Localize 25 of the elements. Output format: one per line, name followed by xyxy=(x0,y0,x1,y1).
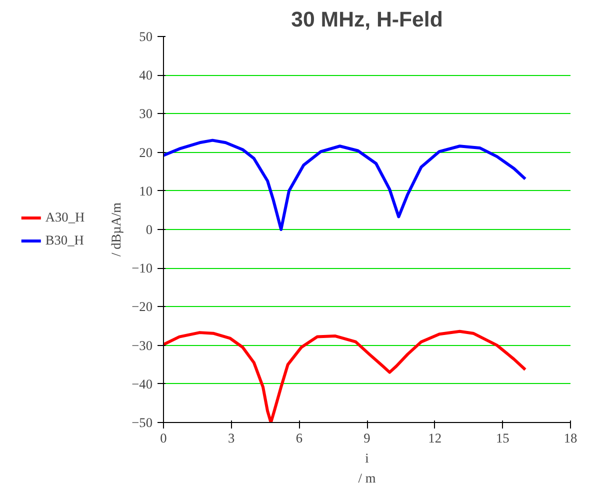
x-tick-label: 18 xyxy=(564,430,578,446)
y-tick-label: 0 xyxy=(146,222,153,237)
y-tick-label: −30 xyxy=(132,338,153,353)
text: i / m xyxy=(358,450,376,486)
y-tick-label: −50 xyxy=(132,415,153,430)
x-tick-label: 0 xyxy=(160,430,168,446)
x-tick-label: 12 xyxy=(428,430,442,446)
y-tick-label: 20 xyxy=(139,144,153,160)
legend-label: A30_H xyxy=(45,210,85,226)
y-tick-label: 10 xyxy=(139,183,153,198)
y-tick-label: 50 xyxy=(139,29,153,44)
legend-label: B30_H xyxy=(45,232,84,248)
y-tick-label: −20 xyxy=(132,299,153,314)
y-tick-label: 30 xyxy=(139,106,153,122)
x-tick-label: 9 xyxy=(364,430,371,446)
line-series xyxy=(164,330,527,422)
y-tick-label: −10 xyxy=(132,260,153,276)
y-axis-title: / dBµA/m xyxy=(108,202,124,256)
x-tick-label: 3 xyxy=(228,430,235,446)
y-tick-label: −40 xyxy=(132,376,153,392)
y-tick-label: 40 xyxy=(139,68,153,83)
chart-title: 30 MHz, H-Feld xyxy=(291,8,443,32)
x-tick-label: 6 xyxy=(296,430,303,446)
x-tick-label: 15 xyxy=(496,430,510,446)
line-series xyxy=(164,138,527,231)
